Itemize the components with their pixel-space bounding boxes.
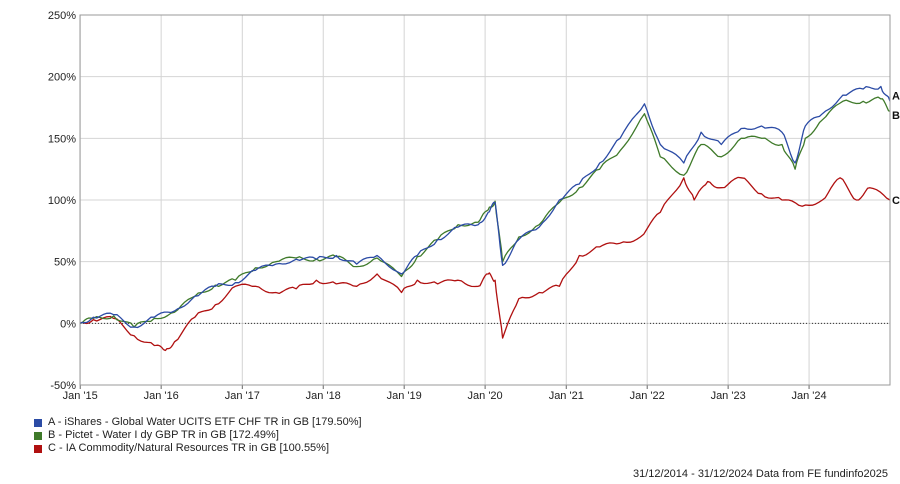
legend-label-b: B - Pictet - Water I dy GBP TR in GB [17… [48,429,279,441]
legend-swatch-a [34,418,42,427]
y-tick-label: 150% [48,133,76,145]
y-tick-label: 0% [60,318,76,330]
x-tick-label: Jan '23 [711,390,746,402]
legend: A - iShares - Global Water UCITS ETF CHF… [34,416,362,455]
x-tick-label: Jan '20 [468,390,503,402]
legend-swatch-c [34,444,42,453]
x-tick-label: Jan '17 [225,390,260,402]
x-tick-label: Jan '15 [63,390,98,402]
legend-label-a: A - iShares - Global Water UCITS ETF CHF… [48,416,362,428]
y-tick-label: 100% [48,195,76,207]
legend-item-a[interactable]: A - iShares - Global Water UCITS ETF CHF… [34,416,362,429]
end-labels: AB C [892,90,900,207]
y-tick-label: 250% [48,10,76,22]
y-tick-label: 200% [48,72,76,84]
end-label-c: C [892,195,900,207]
legend-item-c[interactable]: C - IA Commodity/Natural Resources TR in… [34,442,362,455]
end-label-a: A [892,90,900,102]
x-tick-label: Jan '19 [387,390,422,402]
axes: -50% 0% 50% 100% 150% 200% 250% Jan '15 Jan '16 J… [48,10,891,402]
legend-label-c: C - IA Commodity/Natural Resources TR in… [48,442,330,454]
series-line-a [79,85,891,329]
series-line-b [79,96,891,328]
x-tick-label: Jan '18 [306,390,341,402]
footer-source: 31/12/2014 - 31/12/2024 Data from FE fun… [632,468,888,480]
x-tick-label: Jan '16 [144,390,179,402]
plot-frame [79,14,891,386]
series-group [79,85,891,352]
x-tick-label: Jan '22 [630,390,665,402]
grid [79,14,890,386]
series-line-c [79,176,891,352]
x-tick-label: Jan '24 [791,390,826,402]
y-tick-label: -50% [50,380,76,392]
y-tick-label: 50% [54,257,76,269]
end-label-b: B [892,110,900,122]
legend-item-b[interactable]: B - Pictet - Water I dy GBP TR in GB [17… [34,429,362,442]
x-tick-label: Jan '21 [549,390,584,402]
legend-swatch-b [34,431,42,440]
performance-chart: -50% 0% 50% 100% 150% 200% 250% Jan '15 Jan '16 J… [48,10,900,402]
